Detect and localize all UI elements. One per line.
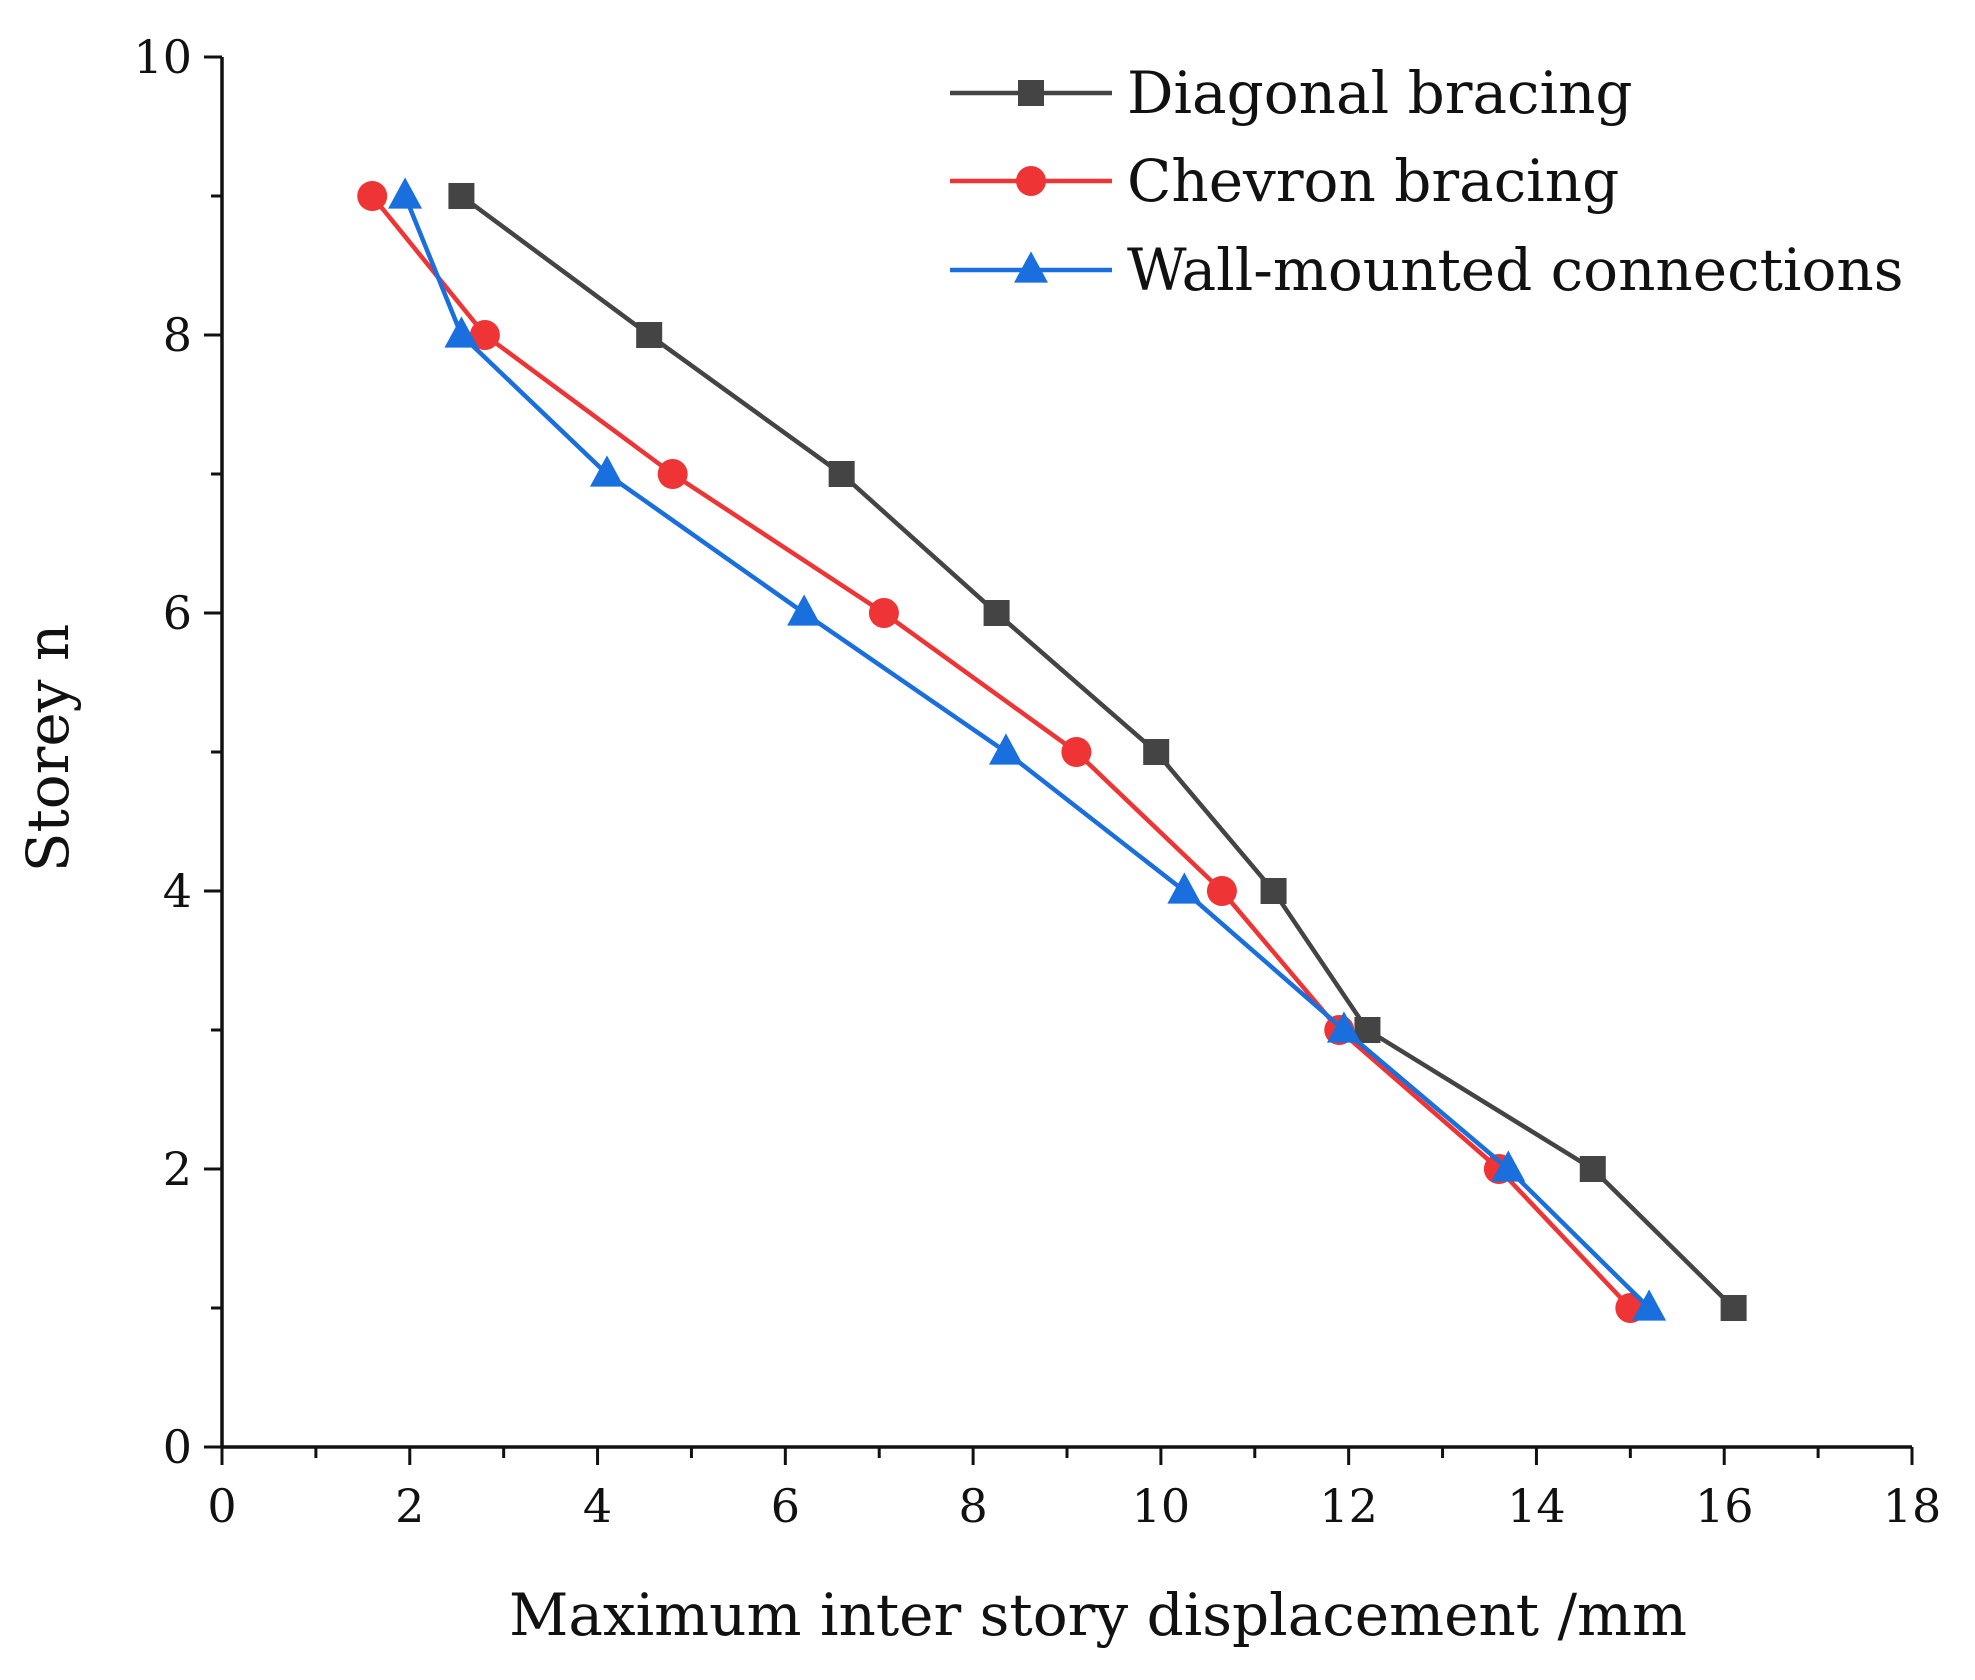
x-tick-label: 8: [958, 1479, 987, 1533]
x-tick-label: 16: [1695, 1479, 1754, 1533]
legend-marker: [1018, 80, 1044, 106]
x-tick-label: 4: [583, 1479, 612, 1533]
y-tick-label: 4: [163, 864, 192, 918]
data-point: [1579, 1156, 1606, 1182]
series-1: [448, 183, 1747, 1321]
data-point: [448, 183, 475, 209]
y-axis-title: Storey n: [14, 624, 82, 873]
data-point: [983, 600, 1010, 626]
data-point: [444, 316, 479, 348]
series: [357, 177, 1747, 1323]
data-point: [1491, 1150, 1526, 1182]
data-point: [1632, 1289, 1667, 1321]
x-tick-label: 0: [207, 1479, 236, 1533]
data-point: [1326, 1011, 1361, 1043]
data-point: [469, 320, 500, 350]
series-3: [388, 177, 1667, 1321]
ticks: 0 2 4 6 8 10 12 14 16 18 0 2 4 6 8 10: [133, 30, 1941, 1533]
series-line: [402, 195, 1651, 1310]
legend: Diagonal bracing Chevron bracing Wall-moun…: [950, 59, 1904, 304]
legend-label: Chevron bracing: [1127, 147, 1619, 215]
data-point: [1260, 878, 1287, 904]
data-point: [1720, 1295, 1747, 1321]
x-tick-label: 18: [1883, 1479, 1942, 1533]
data-point: [657, 459, 688, 489]
data-point: [988, 733, 1023, 765]
y-tick-label: 6: [163, 586, 192, 640]
y-tick-label: 10: [133, 30, 192, 84]
x-tick-label: 6: [771, 1479, 800, 1533]
x-tick-label: 2: [395, 1479, 424, 1533]
x-tick-label: 10: [1132, 1479, 1191, 1533]
legend-item-1: Diagonal bracing: [950, 59, 1633, 127]
legend-item-3: Wall-mounted connections: [950, 236, 1904, 304]
legend-marker: [1016, 166, 1046, 196]
legend-marker: [1014, 251, 1048, 283]
data-point: [1167, 872, 1202, 904]
x-tick-label: 12: [1319, 1479, 1378, 1533]
data-point: [388, 177, 423, 209]
data-point: [589, 455, 624, 487]
data-point: [1143, 739, 1170, 765]
series-line: [460, 194, 1736, 1310]
legend-label: Diagonal bracing: [1127, 59, 1633, 127]
legend-item-2: Chevron bracing: [950, 147, 1619, 215]
data-point: [636, 322, 663, 348]
data-point: [1061, 737, 1092, 767]
data-point: [1206, 876, 1237, 906]
data-point: [868, 598, 899, 628]
data-point: [357, 181, 388, 211]
x-axis-title: Maximum inter story displacement /mm: [509, 1581, 1687, 1649]
legend-label: Wall-mounted connections: [1127, 236, 1904, 304]
y-tick-label: 2: [163, 1142, 192, 1196]
y-tick-label: 0: [163, 1420, 192, 1474]
data-point: [828, 461, 855, 487]
y-tick-label: 8: [163, 308, 192, 362]
data-point: [787, 594, 822, 626]
x-tick-label: 14: [1507, 1479, 1566, 1533]
